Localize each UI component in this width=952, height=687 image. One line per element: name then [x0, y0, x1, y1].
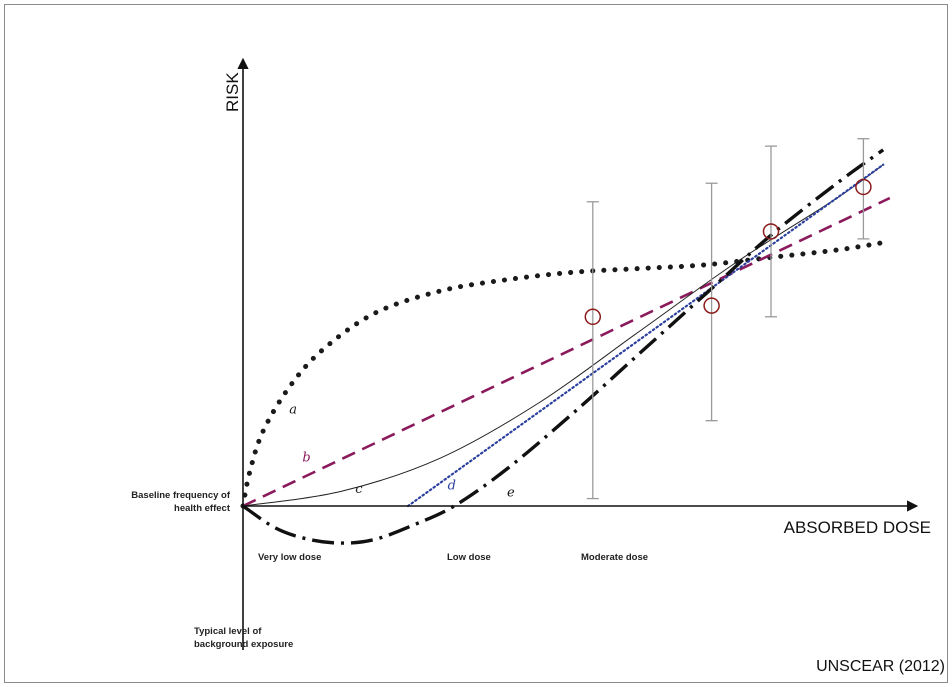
- baseline-label-line-1: Baseline frequency of: [131, 490, 231, 501]
- series-line-a: [240, 240, 886, 509]
- data-point-1: [584, 308, 602, 326]
- baseline-label-line-2: health effect: [174, 503, 231, 514]
- y-axis-title: RISK: [223, 72, 242, 112]
- dose-region-low: Low dose: [447, 552, 491, 563]
- curve-label-a: a: [289, 402, 297, 417]
- series-layer: [240, 148, 891, 545]
- figure-frame: [4, 4, 948, 683]
- data-point-3: [762, 223, 780, 240]
- curve-label-e: e: [507, 486, 515, 501]
- series-line-c: [242, 164, 884, 507]
- curve-label-b: b: [302, 450, 310, 465]
- curve-label-d: d: [448, 478, 456, 493]
- background-exposure-line-1: Typical level of: [194, 626, 262, 637]
- curve-labels-layer: a b c d e: [289, 402, 515, 500]
- dose-region-moderate: Moderate dose: [581, 552, 648, 563]
- curve-label-c: c: [355, 482, 363, 497]
- x-axis-title: ABSORBED DOSE: [784, 518, 931, 537]
- data-point-2: [703, 297, 720, 314]
- series-line-b: [242, 196, 891, 508]
- background-exposure-line-2: background exposure: [194, 639, 293, 650]
- series-line-e: [242, 148, 885, 545]
- data-point-4: [855, 178, 872, 196]
- dose-region-very-low: Very low dose: [258, 552, 321, 563]
- data-points-layer: [584, 138, 872, 500]
- series-line-d: [406, 163, 885, 508]
- source-credit: UNSCEAR (2012): [816, 658, 945, 675]
